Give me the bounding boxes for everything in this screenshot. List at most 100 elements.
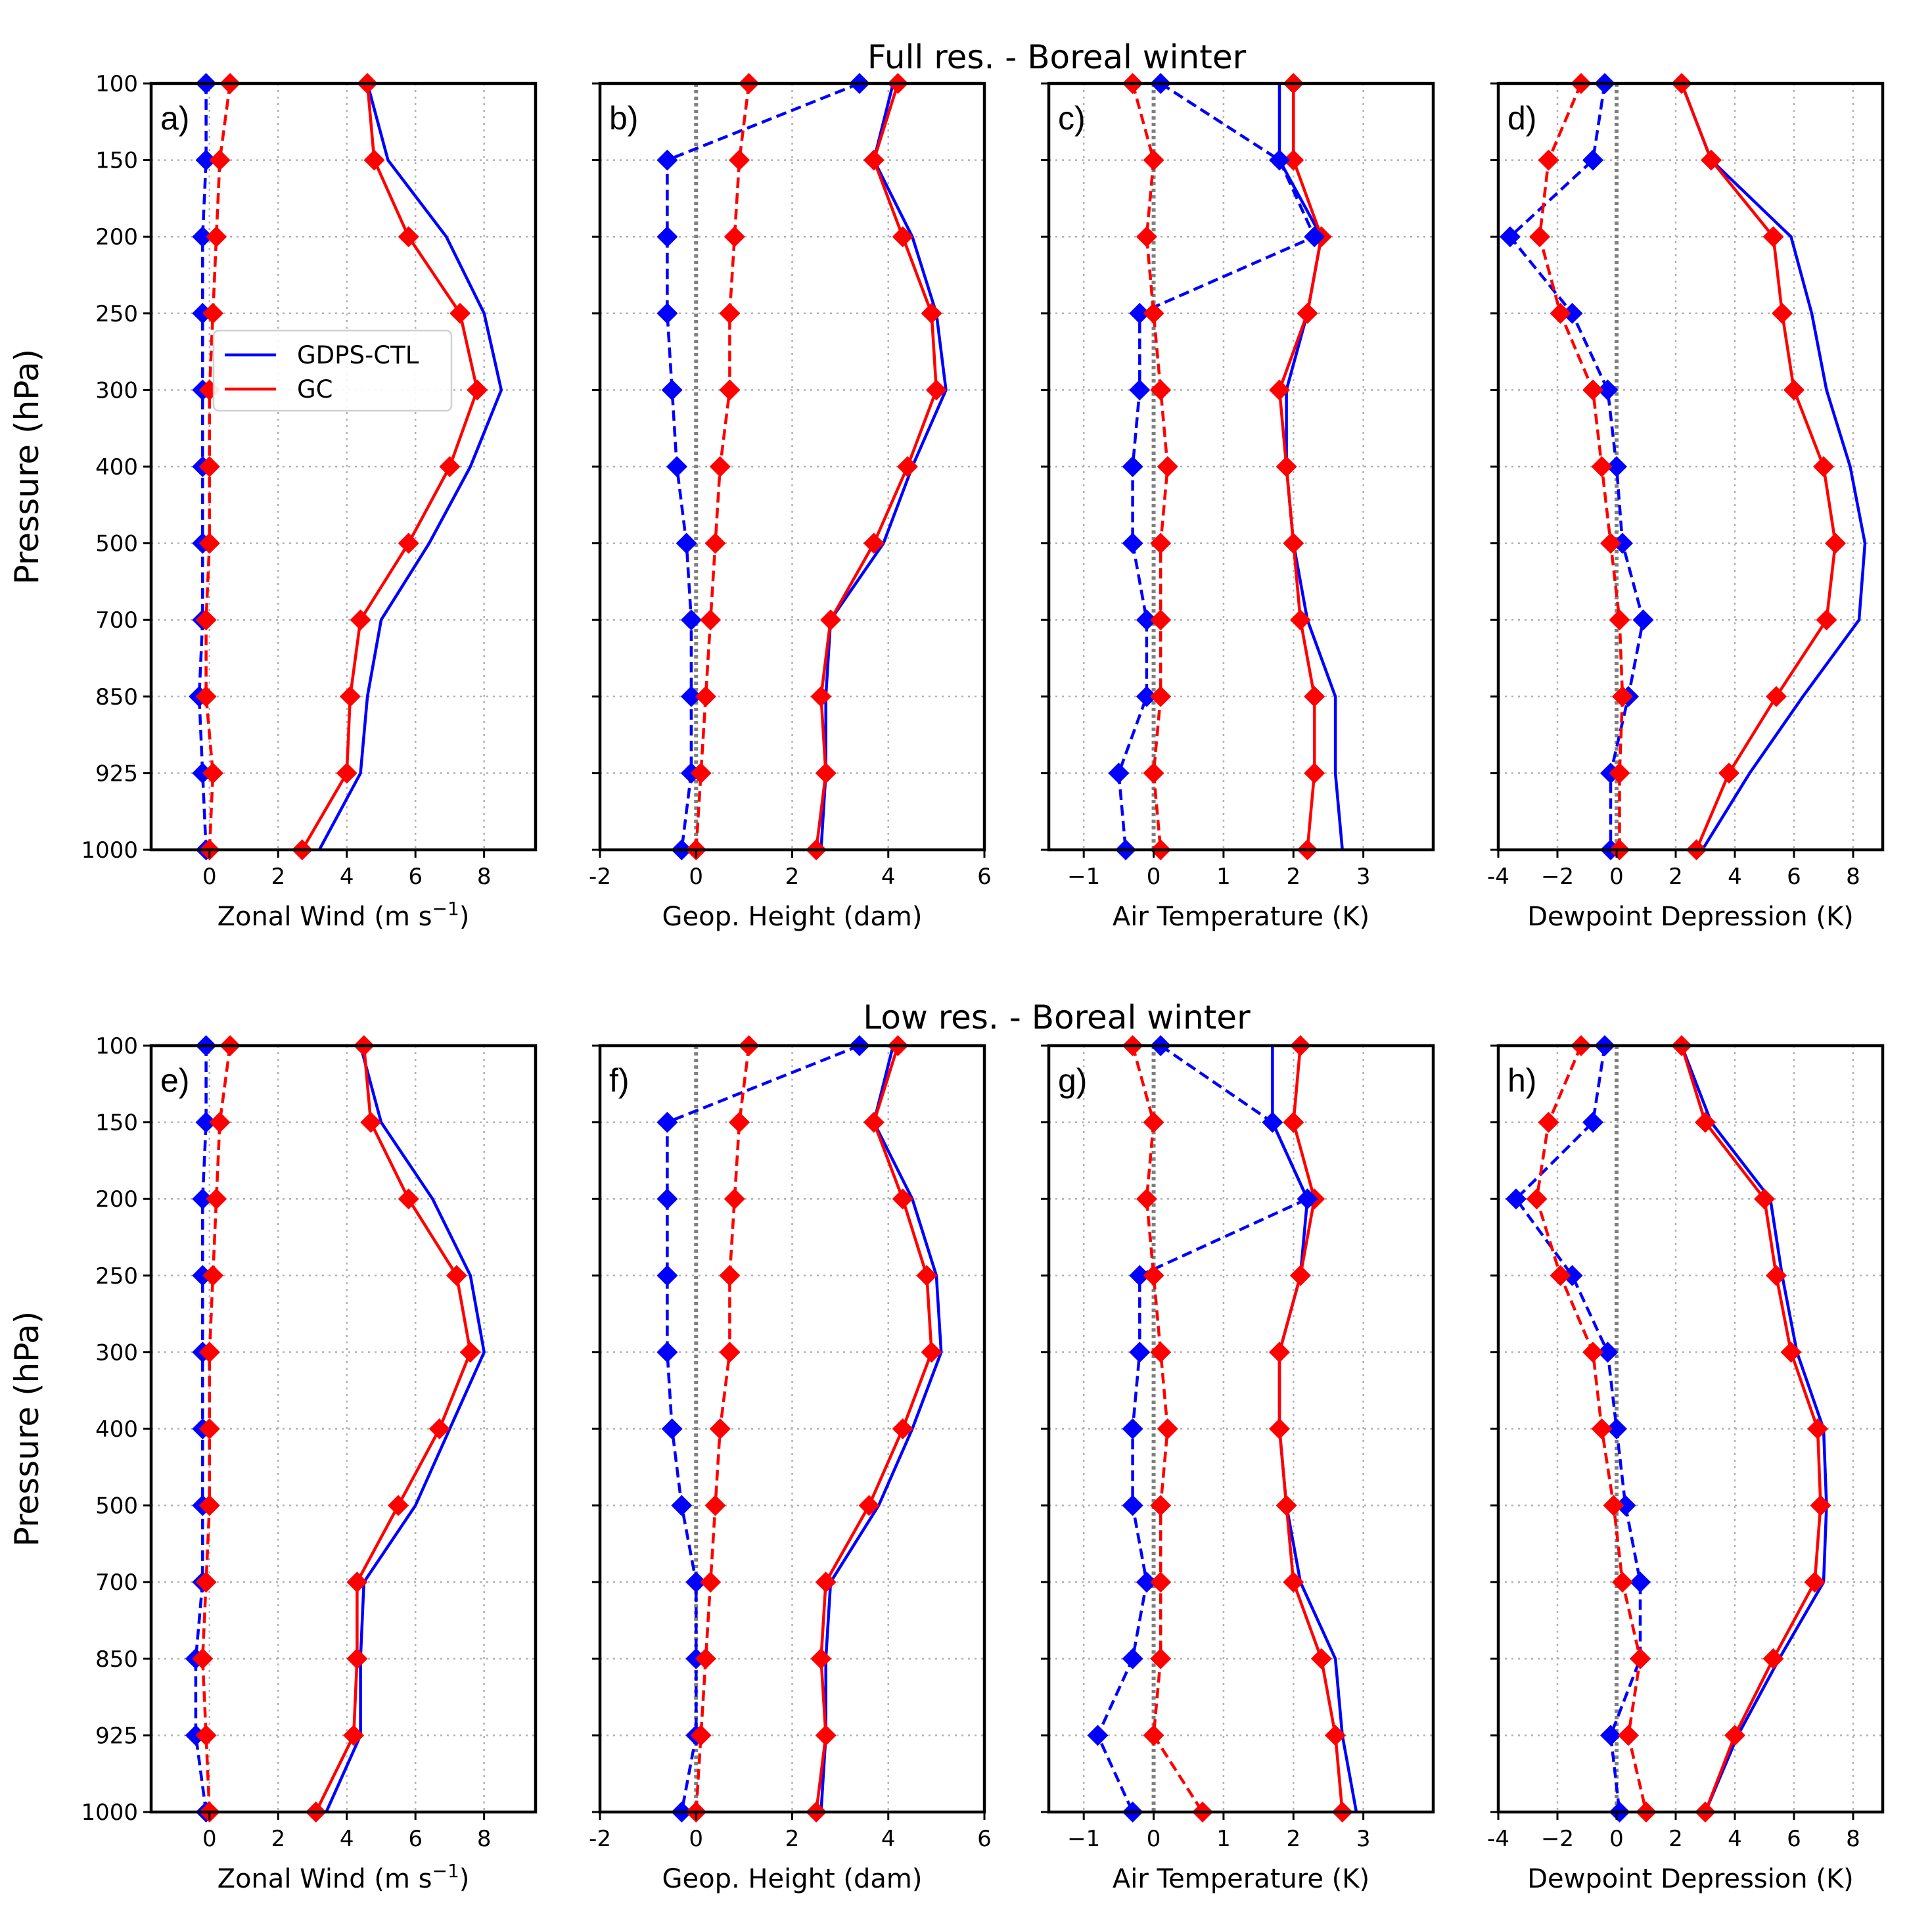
marker-gc-stdev [1283,532,1304,554]
x-tick-label: 0 [1609,864,1624,890]
marker-gc-stdev [346,1648,368,1669]
panel-g: −1 0 1 2 3 Air Temperature (K) g) [1041,1035,1435,1894]
marker-gc-bias [202,302,224,324]
marker-gc-stdev [1783,379,1805,401]
x-tick-label: 0 [689,864,703,890]
marker-gc-stdev [1283,149,1304,171]
marker-gc-bias [195,1725,217,1746]
y-tick-label: 850 [95,1646,138,1673]
marker-gc-bias [1612,686,1633,707]
marker-gc-bias [198,1495,220,1516]
marker-gc-stdev [1813,456,1834,477]
marker-gdps-ctl-bias [661,1418,683,1439]
x-tick-label: 8 [477,1826,492,1852]
panel-label: e) [160,1062,189,1099]
marker-gc-stdev [449,302,471,324]
marker-gc-stdev [459,1341,481,1363]
x-axis-label: Air Temperature (K) [1113,902,1369,932]
marker-gc-bias [1150,1571,1172,1593]
y-tick-label: 100 [95,71,138,97]
marker-gc-bias [724,1188,745,1210]
marker-gdps-ctl-bias [1129,1265,1151,1286]
y-axis-label: Pressure (hPa) [8,1311,46,1547]
x-tick-label: 4 [340,1826,354,1852]
marker-gc-stdev [892,1418,913,1439]
marker-gdps-ctl-bias [1561,1265,1583,1286]
marker-gc-stdev [1804,1571,1826,1593]
marker-gc-stdev [1283,1571,1304,1593]
marker-gc-bias [690,1725,712,1746]
marker-gc-stdev [467,379,488,401]
marker-gc-stdev [1780,1341,1802,1363]
marker-gc-bias [1150,686,1172,707]
x-tick-label: 1 [1216,1826,1231,1852]
x-axis-label-main: Geop. Height (dam) [662,902,923,932]
marker-gdps-ctl-bias [1597,1341,1619,1363]
marker-gc-stdev [810,1648,832,1669]
x-tick-label: 2 [785,1826,800,1852]
marker-gdps-ctl-bias [1597,379,1619,401]
marker-gc-stdev [863,532,885,554]
marker-gc-stdev [892,1188,913,1210]
marker-gdps-ctl-bias [656,226,678,248]
marker-gc-bias [1538,1111,1559,1133]
marker-gdps-ctl-bias [676,532,697,554]
marker-gdps-ctl-bias [1136,686,1157,707]
panel-label: a) [160,100,189,137]
marker-gc-bias [1612,1571,1633,1593]
marker-gc-stdev [1289,609,1311,631]
marker-gdps-ctl-bias [656,1341,678,1363]
marker-gdps-ctl-bias [680,609,702,631]
marker-gc-bias [709,456,731,477]
x-tick-label: 6 [408,864,423,890]
x-tick-label: 4 [881,1826,896,1852]
x-tick-label: 6 [977,864,992,890]
y-tick-label: 925 [95,1723,138,1749]
legend-box [212,329,453,412]
marker-gc-bias [724,226,745,248]
y-tick-label: 400 [95,1416,138,1443]
x-tick-label: 2 [271,1826,285,1852]
marker-gdps-ctl-bias [1262,1111,1283,1133]
x-tick-label: 6 [408,1826,423,1852]
marker-gc-bias [695,1648,716,1669]
x-tick-label: 2 [1668,1826,1683,1852]
marker-gc-stdev [1718,762,1739,784]
marker-gc-stdev [916,1265,938,1286]
marker-gdps-ctl-bias [1606,456,1627,477]
marker-gc-bias [209,1111,231,1133]
y-tick-label: 200 [95,1186,138,1213]
marker-gc-stdev [339,686,361,707]
marker-gc-stdev [1695,1111,1716,1133]
marker-gc-bias [1529,226,1550,248]
marker-gdps-ctl-bias [1632,609,1654,631]
x-tick-label: -2 [589,1826,611,1852]
marker-gdps-ctl-bias [1122,532,1143,554]
marker-gdps-ctl-bias [192,1188,214,1210]
x-axis-label: Dewpoint Depression (K) [1527,1864,1854,1894]
x-tick-label: 4 [1728,1826,1742,1852]
x-tick-label: 2 [785,864,800,890]
marker-gc-stdev [1304,762,1325,784]
x-axis-label: Zonal Wind (m s−1) [218,1860,470,1894]
marker-gc-bias [1143,1111,1164,1133]
x-tick-label: 8 [477,864,492,890]
marker-gdps-ctl-bias [1615,1495,1636,1516]
marker-gdps-ctl-bias [680,686,702,707]
marker-gc-bias [719,302,741,324]
marker-gc-stdev [446,1265,467,1286]
x-axis-label-end: ) [459,1864,470,1894]
x-tick-label: 0 [202,1826,217,1852]
marker-gc-stdev [1766,1265,1787,1286]
marker-gc-bias [695,686,716,707]
x-tick-label: -4 [1487,864,1509,890]
y-tick-label: 100 [95,1033,138,1059]
marker-gc-stdev [388,1495,409,1516]
y-tick-label: 150 [95,1110,138,1136]
marker-gc-stdev [1276,1495,1297,1516]
marker-gc-bias [1603,1495,1624,1516]
marker-gc-stdev [1724,1725,1745,1746]
marker-gc-bias [1538,149,1559,171]
